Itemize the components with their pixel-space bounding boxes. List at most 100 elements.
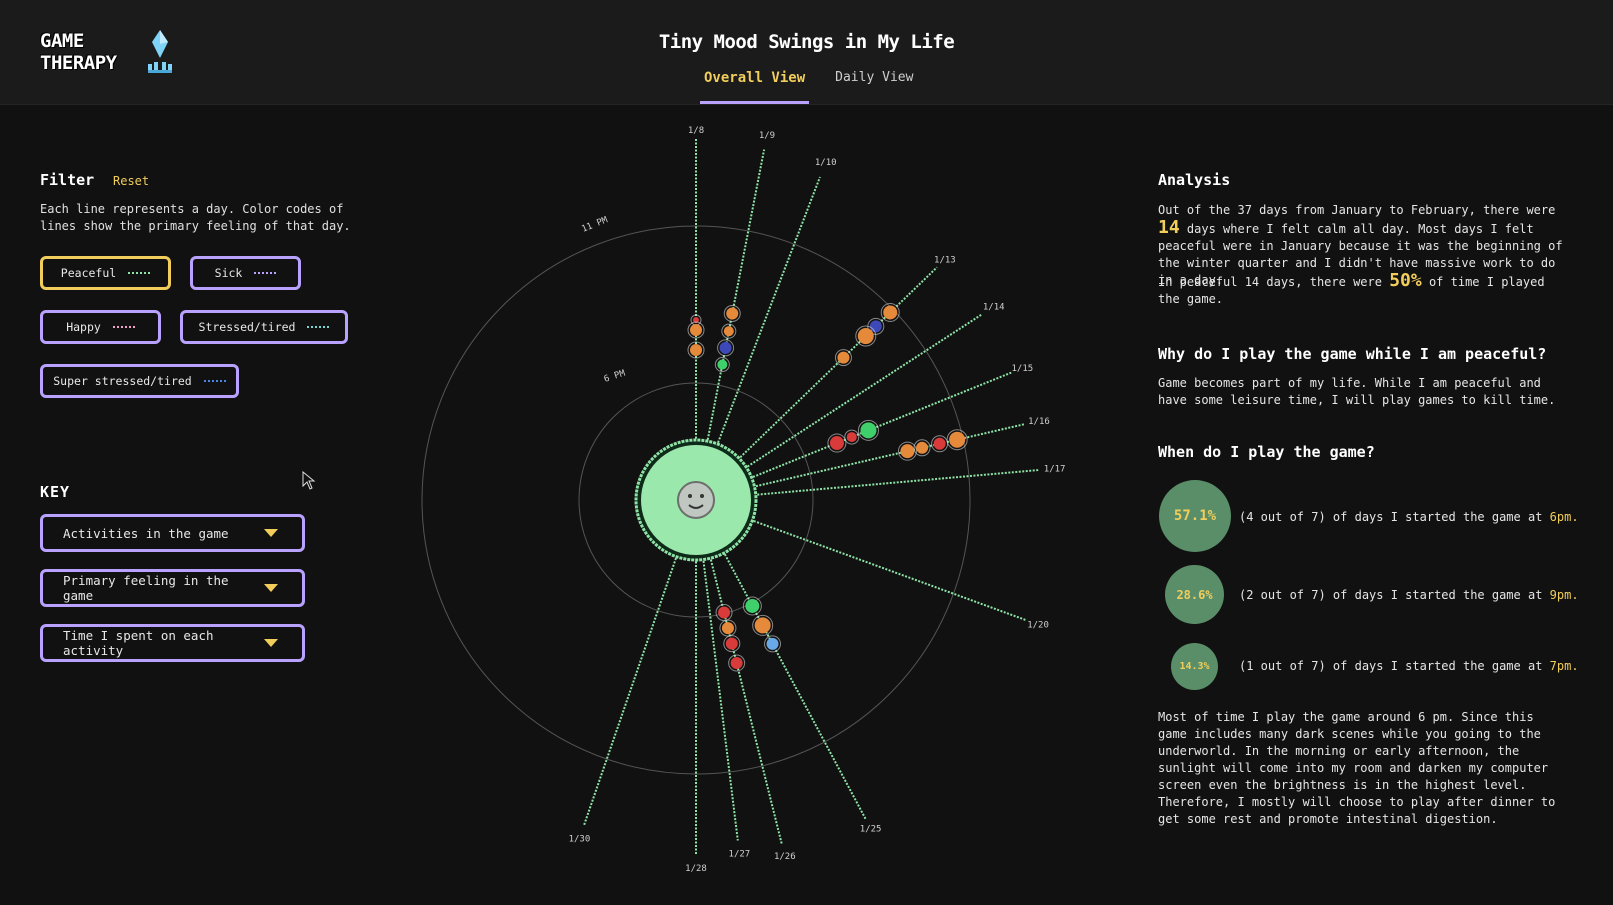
filter-super-stressed[interactable]: Super stressed/tired	[40, 364, 239, 398]
stat-description: (1 out of 7) of days I started the game …	[1239, 659, 1543, 673]
reset-link[interactable]: Reset	[113, 174, 150, 188]
activity-dot-halo	[857, 419, 879, 441]
day-label: 1/13	[934, 256, 956, 266]
filter-label: Peaceful	[60, 266, 117, 280]
when-heading: When do I play the game?	[1158, 443, 1375, 461]
closing-text: Most of time I play the game around 6 pm…	[1158, 710, 1556, 826]
tab-overall-view[interactable]: Overall View	[700, 66, 810, 104]
day-label: 1/26	[774, 852, 796, 862]
page-title: Tiny Mood Swings in My Life	[658, 31, 955, 53]
day-label: 1/27	[729, 849, 751, 859]
filter-label: Happy	[66, 320, 101, 334]
tab-daily-view[interactable]: Daily View	[835, 70, 914, 85]
dropdown-time-spent[interactable]: Time I spent on each activity	[40, 624, 305, 662]
why-heading: Why do I play the game while I am peacef…	[1158, 345, 1547, 363]
day-label: 1/20	[1027, 620, 1049, 630]
day-line	[715, 176, 821, 447]
activity-dot	[721, 622, 734, 635]
day-line	[702, 557, 739, 841]
activity-dot	[916, 441, 929, 454]
analysis-p1-end: days where I felt calm all day. Most day…	[1158, 222, 1563, 287]
activity-dot	[829, 436, 844, 451]
analysis-p1-start: Out of the 37 days from January to Febru…	[1158, 203, 1556, 217]
day-line	[722, 550, 867, 820]
activity-dot	[860, 422, 877, 439]
filter-stressed-tired[interactable]: Stressed/tired	[180, 310, 348, 344]
activity-dot	[723, 326, 734, 337]
caret-down-icon	[264, 584, 278, 592]
dropdown-label: Time I spent on each activity	[63, 628, 214, 658]
filter-label: Sick	[214, 266, 243, 280]
activity-dot-halo	[717, 339, 735, 357]
stat-text-6pm: (4 out of 7) of days I started the game …	[1239, 510, 1579, 524]
filter-peaceful[interactable]: Peaceful	[40, 256, 171, 290]
day-label: 1/17	[1044, 465, 1066, 475]
activity-dot-halo	[687, 321, 705, 339]
stat-circle-9pm: 28.6%	[1165, 565, 1224, 624]
peaceful-line-icon	[128, 272, 151, 274]
activity-dot-halo	[834, 349, 852, 367]
day-label: 1/14	[983, 303, 1005, 313]
logo[interactable]: GAME THERAPY	[40, 30, 117, 74]
activity-dot	[883, 305, 898, 320]
activity-dot-halo	[721, 323, 737, 339]
activity-dot-halo	[946, 429, 968, 451]
dropdown-label: Activities in the game	[63, 525, 229, 541]
activity-dot-halo	[913, 439, 931, 457]
crystal-icon	[148, 30, 172, 73]
happy-line-icon	[112, 326, 135, 328]
filter-heading: Filter	[40, 171, 95, 189]
activity-dot	[690, 344, 702, 356]
stat-percent: 57.1%	[1173, 508, 1217, 524]
day-line	[752, 422, 1026, 488]
why-text: Game becomes part of my life. While I am…	[1158, 376, 1556, 407]
activity-dot-halo	[723, 304, 741, 322]
dropdown-label: Primary feeling in the game	[63, 573, 229, 603]
day-line	[749, 371, 1012, 480]
activity-dot	[900, 444, 915, 459]
view-tabs: Overall View Daily View	[700, 66, 917, 104]
stat-time: 7pm.	[1549, 659, 1579, 673]
mood-radial-chart: 6 PM 11 PM 1/8 1/9 1/10 1/13 1/14 1/15 1/16 1/17 1…	[400, 120, 1100, 880]
activity-dot-halo	[764, 635, 782, 653]
day-label: 1/30	[569, 834, 591, 844]
stat-circle-7pm: 14.3%	[1171, 643, 1218, 690]
analysis-p2-end: of time I played the game.	[1158, 275, 1545, 306]
activity-dot	[933, 437, 946, 450]
day-line	[744, 313, 983, 470]
day-label: 1/16	[1028, 417, 1050, 427]
filter-sick[interactable]: Sick	[190, 256, 301, 290]
filter-happy[interactable]: Happy	[40, 310, 161, 344]
caret-down-icon	[264, 639, 278, 647]
day-line	[582, 554, 679, 827]
stat-description: (2 out of 7) of days I started the game …	[1239, 588, 1543, 602]
caret-down-icon	[264, 529, 278, 537]
activity-dot	[693, 317, 699, 323]
stat-text-9pm: (2 out of 7) of days I started the game …	[1239, 588, 1579, 602]
activity-dot-halo	[714, 357, 730, 373]
face-icon	[677, 481, 715, 519]
stat-percent: 28.6%	[1176, 587, 1213, 602]
activity-dot-halo	[880, 302, 900, 322]
stat-text-7pm: (1 out of 7) of days I started the game …	[1239, 659, 1579, 673]
filter-label: Stressed/tired	[198, 320, 296, 334]
analysis-paragraph-1: Out of the 37 days from January to Febru…	[1158, 202, 1568, 289]
day-label: 1/8	[688, 126, 704, 136]
analysis-p2-start: In peaceful 14 days, there were	[1158, 275, 1382, 289]
dropdown-activities[interactable]: Activities in the game	[40, 514, 305, 552]
stat-time: 9pm.	[1549, 588, 1579, 602]
activity-dot-halo	[742, 596, 762, 616]
activity-dot	[745, 598, 760, 613]
ring-inner	[578, 382, 814, 618]
radial-chart-svg: 6 PM 11 PM 1/8 1/9 1/10 1/13 1/14 1/15 1/16 1/17 1…	[421, 126, 1066, 874]
activity-dot	[690, 324, 702, 336]
top-bar: GAME THERAPY Tiny Mood Swings in My Life…	[0, 0, 1613, 105]
activity-dot	[754, 617, 771, 634]
activity-dot	[725, 637, 738, 650]
logo-line-1: GAME	[40, 30, 84, 52]
activity-dot-halo	[752, 614, 774, 636]
stat-percent: 14.3%	[1179, 661, 1210, 672]
key-heading: KEY	[40, 483, 71, 501]
activity-dot	[846, 432, 857, 443]
dropdown-primary-feeling[interactable]: Primary feeling in the game	[40, 569, 305, 607]
